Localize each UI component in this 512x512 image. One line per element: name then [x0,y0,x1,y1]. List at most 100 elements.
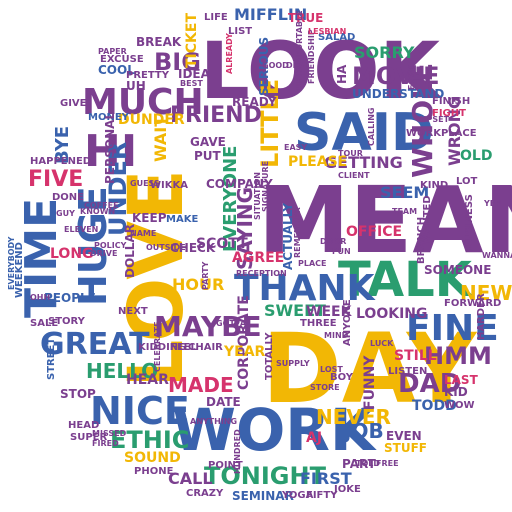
word-seminar: SEMINAR [232,489,294,503]
word-nice: NICE [90,389,190,433]
word-look: LOOK [200,27,443,117]
word-tonight: TONIGHT [204,462,327,490]
word-lesbian: LESBIAN [308,27,346,36]
word-fight: FIGHT [432,108,466,119]
word-date: DATE [206,395,241,409]
word-feel: FEEL [170,342,197,353]
word-hear: HEAR [126,372,169,388]
word-forward: FORWARD [444,298,501,309]
word-serious: SERIOUS [257,37,271,96]
word-personal: PERSONAL [103,112,117,184]
word-dunder: DUNDER [118,112,185,128]
word-street: STREET [46,338,57,380]
word-workplace: WORKPLACE [406,128,477,139]
word-party: PARTY [201,261,210,290]
word-great: GREAT [40,327,150,362]
word-job: JOB [342,419,384,443]
word-huge: HUGE [71,186,115,306]
word-old: OLD [460,148,492,164]
word-policy: POLICY [94,241,127,250]
word-everybody: EVERYBODY [7,236,16,290]
word-easy: EASY [284,143,307,152]
word-crazy: CRAZY [186,488,224,499]
word-supply: SUPPLY [276,359,310,368]
word-true: TRUE [288,11,323,25]
word-chair: CHAIR [188,342,223,353]
word-wanna: WANNA [482,251,512,260]
word-getting: GETTING [324,153,403,172]
word-people: PEOPLE [44,291,96,305]
word-dollar: DOLLAR [123,224,137,278]
word-ohh: OHH [30,293,50,302]
word-talk: TALK [338,252,474,308]
word-uh: UH [126,79,146,93]
word-joke: JOKE [333,484,361,495]
word-wikka: WIKKA [150,180,188,191]
word-done: DONE [52,192,84,203]
word-love: LOVE [111,169,200,388]
word-day: DAY [262,313,478,425]
word-friendship: FRIENDSHIP [307,29,316,84]
word-name: NAME [130,229,156,238]
word-ethic: ETHIC [110,426,189,454]
word-sorry: SORRY [354,43,415,62]
word-stop: STOP [60,387,96,401]
word-first: FIRST [300,469,352,488]
word-boy: BOY [330,372,354,383]
word-fun: FUN [332,247,351,256]
word-agree: AGREE [232,250,284,266]
word-fired: FIRED [92,439,119,448]
word-happened: HAPPENED [30,156,91,167]
word-wait: WAIT [151,116,170,162]
word-deal: DEAL [286,61,309,70]
word-finish: FINISH [432,96,470,107]
word-outside: OUTSIDE [146,243,186,252]
word-five: FIVE [28,167,83,192]
word-next: NEXT [118,306,148,317]
word-story: STORY [48,316,86,327]
word-signature: SIGNATURE [261,161,270,212]
word-give: GIVE [60,98,87,109]
word-head: HEAD [68,420,99,431]
word-part: PART [342,457,377,471]
word-said: SAID [294,103,434,163]
word-guess: GUESS [130,179,160,188]
word-mind: MIND [324,331,349,340]
word-gave: GAVE [190,135,226,149]
word-situation: SITUATION [253,172,262,220]
word-paper: PAPER [98,47,127,56]
word-super: SUPER [70,432,107,443]
word-team: TEAM [392,207,417,216]
word-lost: LOST [320,365,343,374]
word-saying: SAYING [233,187,257,270]
word-sound: SOUND [124,450,181,466]
word-understand: UNDERSTAND [352,87,444,101]
word-idea: IDEA [178,67,211,81]
word-guy: GUY [56,209,75,218]
word-harder: HARDER [476,293,487,340]
word-reception: RECEPTION [236,269,287,278]
word-big: BIG [154,48,201,76]
word-missed: MISSED [92,429,127,438]
word-pretty: PRETTY [126,70,170,81]
word-hi: HI [84,126,137,177]
word-gotta: GOTTA [216,319,247,328]
word-hour: HOUR [172,275,224,294]
word-year: YEAR [223,344,266,360]
word-place: PLACE [298,259,327,268]
word-break: BREAK [136,35,182,49]
word-remember: REMEMBER [293,207,302,258]
word-drive: DRIVE [90,249,117,258]
word-office: OFFICE [346,224,402,240]
word-upset: UPSET [420,115,450,124]
word-wrong: WRONG [445,96,464,166]
word-everyone: EVERYONE [220,146,241,252]
word-branch: BRANCH [416,217,427,264]
word-check: CHECK [170,241,216,255]
word-cool: COOL [98,63,135,77]
word-fifty: FIFTY [306,490,338,501]
word-week: WEEK [306,304,353,320]
word-someone: SOMEONE [424,263,491,277]
word-new: NEW [460,281,512,305]
